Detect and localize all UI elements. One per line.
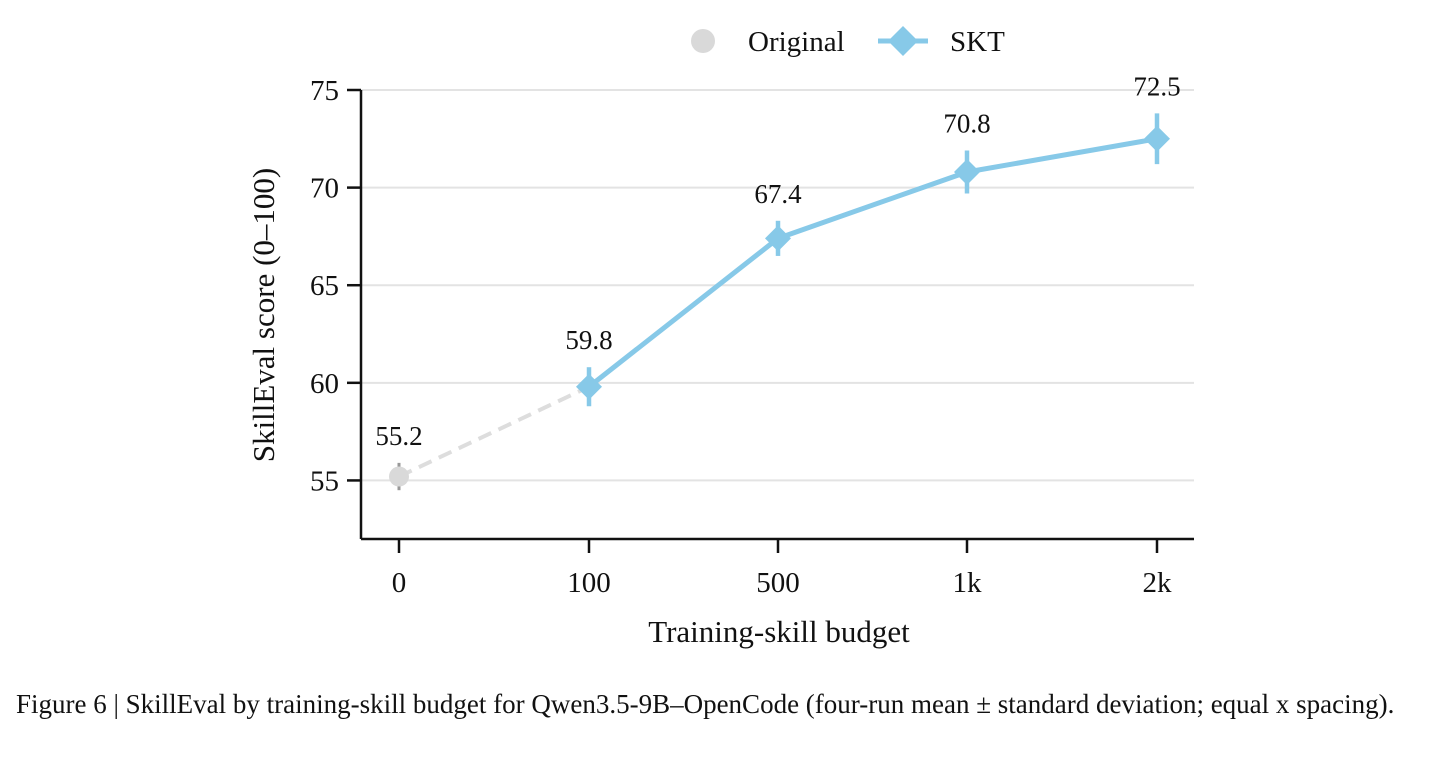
data-point-skt	[765, 225, 791, 252]
y-tick-label: 65	[310, 270, 339, 302]
y-tick-label: 55	[310, 465, 339, 497]
y-tick-label: 75	[310, 75, 339, 107]
x-tick-label: 100	[567, 567, 611, 599]
legend-label-original: Original	[748, 26, 845, 58]
data-point-skt	[1144, 125, 1170, 152]
data-marks: 55.2 59.8 67.4 70.8 72.5	[375, 71, 1181, 491]
data-point-skt	[576, 373, 602, 400]
data-label: 55.2	[375, 421, 422, 451]
x-tick-label: 2k	[1143, 567, 1173, 599]
series-line-skt	[587, 136, 1158, 389]
legend: Original SKT	[691, 26, 1005, 58]
y-axis-label: SkillEval score (0–100)	[246, 168, 281, 462]
dashed-connector	[398, 384, 590, 479]
figure-caption: Figure 6 | SkillEval by training-skill b…	[16, 689, 1395, 719]
chart: Original SKT 55 60 65 70 75 0 100 500 1k 2k 55.2 59…	[246, 26, 1194, 649]
data-label: 67.4	[754, 179, 802, 209]
data-label: 72.5	[1133, 71, 1180, 101]
tick-labels: 55 60 65 70 75 0 100 500 1k 2k	[310, 75, 1172, 599]
data-point-skt	[954, 158, 980, 185]
data-label: 59.8	[565, 325, 612, 355]
data-label: 70.8	[943, 109, 990, 139]
legend-marker-skt	[888, 26, 918, 56]
y-tick-label: 60	[310, 368, 339, 400]
legend-label-skt: SKT	[950, 26, 1005, 58]
axes	[347, 88, 1194, 553]
data-point-original	[389, 466, 409, 487]
x-tick-label: 0	[392, 567, 407, 599]
x-tick-label: 500	[756, 567, 800, 599]
y-tick-label: 70	[310, 173, 339, 205]
legend-marker-original	[691, 29, 715, 53]
gridlines	[361, 89, 1194, 482]
x-tick-label: 1k	[953, 567, 983, 599]
x-axis-label: Training-skill budget	[648, 614, 910, 649]
